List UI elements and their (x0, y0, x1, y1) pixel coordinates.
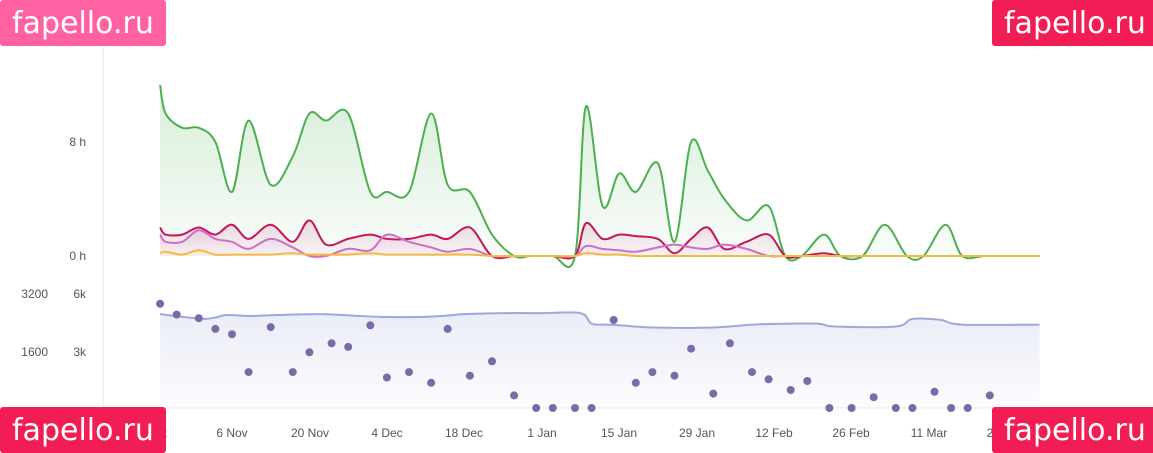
scatter-point (510, 391, 519, 400)
scatter-point (305, 348, 314, 357)
scatter-point (609, 316, 618, 324)
scatter-point (366, 321, 375, 330)
scatter-point (327, 339, 336, 348)
scatter-point (930, 387, 939, 396)
x-tick-label: 29 Jan (679, 426, 715, 440)
scatter-point (571, 404, 579, 412)
series-green-line (159, 84, 1040, 268)
scatter-point (488, 357, 496, 366)
scatter-point (587, 404, 596, 412)
x-tick-label: 11 Mar (911, 426, 947, 440)
scatter-point (156, 299, 165, 308)
scatter-point (228, 330, 236, 339)
scatter-point (266, 323, 275, 332)
scatter-point (825, 404, 834, 412)
scatter-point (786, 386, 795, 394)
x-tick-label: 20 Nov (291, 426, 329, 440)
scatter-point (985, 391, 994, 400)
scatter-point (869, 393, 878, 402)
watermark-bottom-left: fapello.ru (0, 407, 166, 453)
scatter-point (709, 389, 718, 398)
scatter-point (244, 368, 253, 377)
series-yellow-line (159, 249, 1040, 258)
bottom-right-y-tick-label: 6k (73, 287, 87, 301)
scatter-point (344, 342, 353, 351)
watermark-top-right: fapello.ru (992, 0, 1153, 46)
bottom-left-y-tick-label: 3200 (21, 287, 48, 301)
top-y-tick-label: 0 h (69, 249, 86, 263)
scatter-point (631, 378, 640, 387)
scatter-point (725, 339, 734, 348)
scatter-point (288, 368, 297, 377)
bottom-left-y-tick-label: 1600 (21, 345, 48, 359)
followers-area (160, 312, 1040, 408)
x-tick-label: 6 Nov (216, 426, 247, 440)
scatter-point (847, 404, 856, 412)
scatter-point (947, 404, 956, 412)
top-chart-series (159, 84, 1040, 268)
top-y-tick-label: 8 h (69, 135, 86, 149)
x-tick-label: 15 Jan (601, 426, 637, 440)
series-green-area (160, 85, 1040, 268)
scatter-point (532, 404, 541, 412)
x-tick-label: 4 Dec (371, 426, 402, 440)
scatter-point (687, 344, 696, 353)
scatter-point (443, 324, 452, 333)
scatter-point (648, 368, 657, 377)
scatter-point (172, 310, 181, 319)
x-tick-label: 26 Feb (832, 426, 870, 440)
scatter-point (963, 404, 972, 412)
watermark-bottom-right: fapello.ru (992, 407, 1153, 453)
scatter-point (211, 324, 220, 333)
scatter-point (908, 404, 917, 412)
scatter-point (748, 368, 756, 377)
watermark-top-left: fapello.ru (0, 0, 166, 46)
x-tick-label: 1 Jan (527, 426, 556, 440)
x-tick-label: 12 Feb (755, 426, 793, 440)
scatter-point (803, 377, 812, 385)
scatter-point (764, 375, 773, 384)
scatter-point (194, 314, 203, 323)
followers-line (159, 311, 1040, 329)
bottom-right-y-tick-label: 3k (73, 345, 87, 359)
bottom-chart-series (156, 299, 1040, 412)
scatter-point (382, 373, 391, 382)
scatter-point (465, 371, 474, 380)
x-tick-label: 2 (987, 426, 994, 440)
scatter-point (891, 404, 900, 412)
series-pink-area (160, 230, 1040, 257)
scatter-point (548, 404, 557, 412)
scatter-point (670, 371, 679, 380)
scatter-point (405, 368, 413, 377)
scatter-point (427, 378, 436, 387)
x-tick-label: 18 Dec (445, 426, 483, 440)
